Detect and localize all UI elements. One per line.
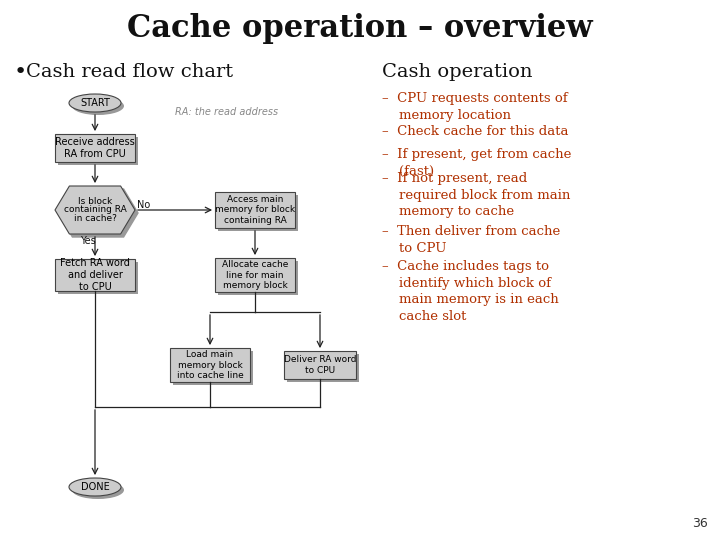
Text: Is block: Is block: [78, 197, 112, 206]
Text: Fetch RA word
and deliver
to CPU: Fetch RA word and deliver to CPU: [60, 259, 130, 292]
Ellipse shape: [72, 481, 124, 499]
FancyBboxPatch shape: [215, 258, 295, 292]
Text: •: •: [14, 62, 27, 82]
Text: –  If not present, read
    required block from main
    memory to cache: – If not present, read required block fr…: [382, 172, 570, 218]
FancyBboxPatch shape: [170, 348, 250, 382]
Text: Access main
memory for block
containing RA: Access main memory for block containing …: [215, 195, 295, 225]
Polygon shape: [55, 186, 135, 234]
FancyBboxPatch shape: [58, 262, 138, 294]
FancyBboxPatch shape: [287, 354, 359, 382]
Ellipse shape: [69, 94, 121, 112]
FancyBboxPatch shape: [55, 134, 135, 162]
FancyBboxPatch shape: [218, 261, 298, 295]
Text: Allocate cache
line for main
memory block: Allocate cache line for main memory bloc…: [222, 260, 288, 290]
Text: RA: the read address: RA: the read address: [175, 107, 278, 117]
Text: –  Check cache for this data: – Check cache for this data: [382, 125, 569, 138]
Polygon shape: [58, 189, 138, 237]
Ellipse shape: [69, 478, 121, 496]
Text: containing RA: containing RA: [63, 206, 127, 214]
Text: –  CPU requests contents of
    memory location: – CPU requests contents of memory locati…: [382, 92, 567, 122]
Text: –  Then deliver from cache
    to CPU: – Then deliver from cache to CPU: [382, 225, 560, 254]
Text: Cash read flow chart: Cash read flow chart: [26, 63, 233, 81]
FancyBboxPatch shape: [284, 351, 356, 379]
FancyBboxPatch shape: [215, 192, 295, 228]
Text: 36: 36: [692, 517, 708, 530]
Text: Deliver RA word
to CPU: Deliver RA word to CPU: [284, 355, 356, 375]
Text: –  Cache includes tags to
    identify which block of
    main memory is in each: – Cache includes tags to identify which …: [382, 260, 559, 322]
FancyBboxPatch shape: [218, 195, 298, 231]
FancyBboxPatch shape: [173, 351, 253, 385]
Text: in cache?: in cache?: [73, 214, 117, 223]
FancyBboxPatch shape: [58, 137, 138, 165]
Text: –  If present, get from cache
    (fast): – If present, get from cache (fast): [382, 148, 572, 178]
Ellipse shape: [72, 97, 124, 115]
Text: Cache operation – overview: Cache operation – overview: [127, 12, 593, 44]
Text: Load main
memory block
into cache line: Load main memory block into cache line: [176, 350, 243, 380]
Text: Yes: Yes: [80, 236, 96, 246]
Text: Cash operation: Cash operation: [382, 63, 533, 81]
Text: No: No: [137, 200, 150, 210]
Text: Receive address
RA from CPU: Receive address RA from CPU: [55, 137, 135, 159]
Text: START: START: [80, 98, 110, 108]
FancyBboxPatch shape: [55, 259, 135, 291]
Text: DONE: DONE: [81, 482, 109, 492]
